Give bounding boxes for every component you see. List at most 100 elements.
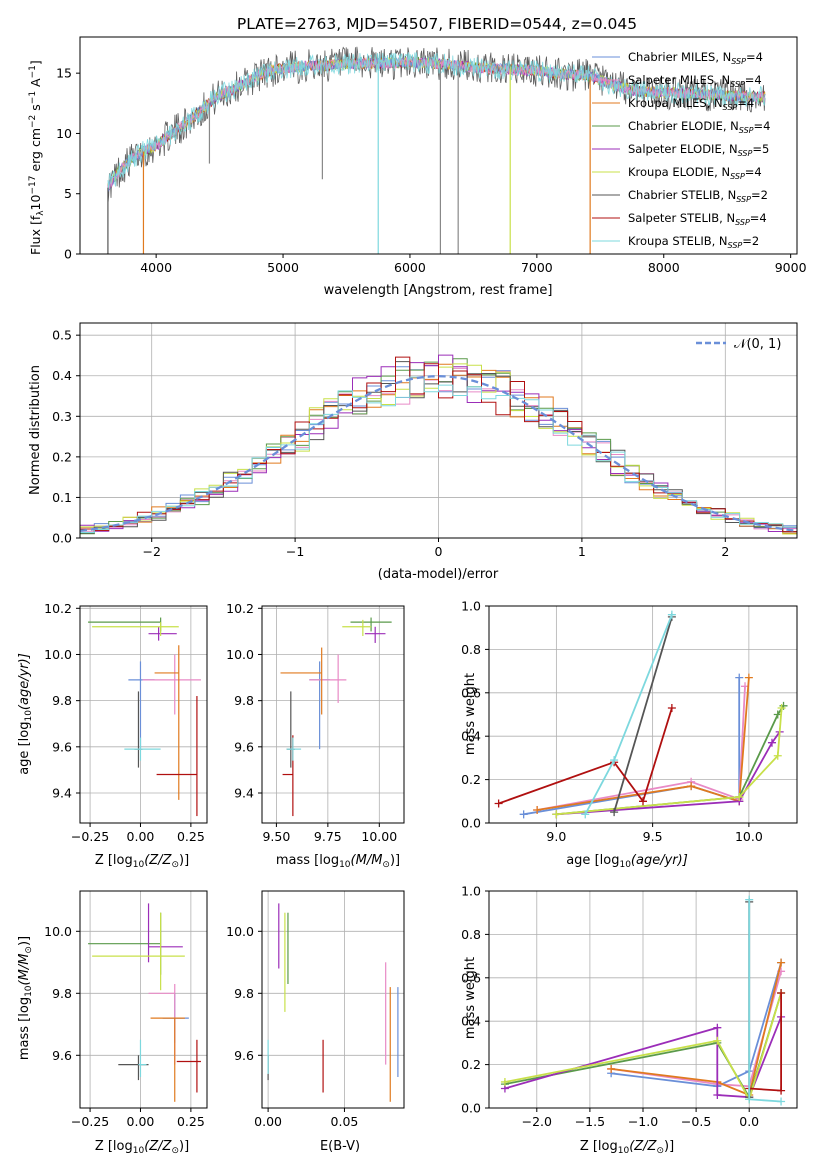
x-tick-label: 0.00 [127, 829, 155, 844]
series-marker [494, 799, 503, 808]
y-tick-label: 9.6 [234, 739, 254, 754]
y-tick-label: 1.0 [461, 599, 481, 614]
y-tick-label: 9.6 [234, 1048, 254, 1063]
weight-vs-z-panel: −2.0 −1.5 −1.0 −0.5 0.0 0.0 0.2 0.4 0.6 0.8 1.0 [461, 884, 798, 1129]
x-tick-label: 2 [721, 544, 729, 559]
age-vs-mass-xlabel: mass [log10(M/M⊙)] [276, 853, 400, 870]
series-marker [735, 673, 744, 682]
histogram-step [80, 376, 797, 533]
series-line [536, 677, 750, 811]
y-tick-label: 0 [64, 247, 72, 262]
x-tick-label: 0.0 [739, 1114, 759, 1129]
y-tick-label: 0.0 [461, 1101, 481, 1116]
legend-label: Salpeter MILES, NSSP=4 [628, 73, 762, 89]
spectrum-axes-frame [79, 36, 798, 255]
y-tick-label: 10.0 [44, 647, 72, 662]
x-tick-label: 9.75 [314, 829, 342, 844]
x-tick-label: 9.50 [262, 829, 290, 844]
y-tick-label: 9.8 [234, 986, 254, 1001]
y-tick-label: 5 [64, 186, 72, 201]
series-marker [667, 610, 676, 619]
x-tick-label: 4000 [140, 260, 172, 275]
y-tick-label: 10.2 [44, 601, 72, 616]
legend-label: Chabrier ELODIE, NSSP=4 [628, 119, 770, 135]
y-tick-label: 9.8 [234, 693, 254, 708]
age-vs-z-xlabel: Z [log10(Z/Z⊙)] [95, 853, 189, 870]
weight-vs-age-ylabel: mass weight [463, 673, 478, 755]
spectrum-lines [107, 46, 766, 254]
y-tick-label: 10.2 [226, 601, 254, 616]
x-tick-label: 1 [578, 544, 586, 559]
figure-title: PLATE=2763, MJD=54507, FIBERID=0544, z=0… [237, 15, 637, 33]
y-tick-label: 0.2 [52, 449, 72, 464]
y-tick-label: 0.4 [52, 368, 72, 383]
y-tick-label: 0.3 [52, 409, 72, 424]
series-marker [777, 988, 786, 997]
series-line [556, 705, 785, 816]
y-tick-label: 0.0 [52, 531, 72, 546]
x-tick-label: 0.25 [177, 1114, 205, 1129]
y-tick-label: 0.6 [461, 685, 481, 700]
series-marker [610, 756, 619, 765]
series-marker [607, 1064, 616, 1073]
x-tick-label: −0.25 [71, 1114, 109, 1129]
series-marker [773, 751, 782, 760]
weight-vs-z-xlabel: Z [log10(Z/Z⊙)] [580, 1139, 674, 1156]
y-tick-label: 0.1 [52, 490, 72, 505]
mass-vs-z-xlabel: Z [log10(Z/Z⊙)] [95, 1139, 189, 1156]
series-marker [667, 703, 676, 712]
x-tick-label: 10.0 [735, 829, 763, 844]
spectrum-ylabel: Flux [fλ10−17 erg cm−2 s−1 A−1] [28, 60, 46, 255]
y-tick-label: 9.8 [52, 986, 72, 1001]
y-tick-label: 10.0 [226, 924, 254, 939]
x-tick-label: 0.05 [331, 1114, 359, 1129]
series-line [556, 731, 781, 816]
weight-vs-age-xlabel: age [log10(age/yr)] [566, 853, 688, 870]
series-marker [713, 1036, 722, 1045]
y-tick-label: 0.0 [461, 816, 481, 831]
series-marker [610, 808, 619, 817]
weight-vs-age-panel: 9.0 9.5 10.0 0.0 0.2 0.4 0.6 0.8 1.0 [461, 599, 798, 844]
x-tick-label: 7000 [521, 260, 553, 275]
normal-curve [79, 375, 798, 533]
x-tick-label: 0.00 [127, 1114, 155, 1129]
x-tick-label: −2.0 [522, 1114, 552, 1129]
series-line [610, 962, 782, 1097]
series-marker [500, 1077, 509, 1086]
spectrum-xlabel: wavelength [Angstrom, rest frame] [324, 283, 553, 298]
series-line [610, 962, 782, 1088]
axes-frame [79, 890, 208, 1109]
series-line [556, 707, 783, 816]
weight-vs-z-ylabel: mass weight [463, 957, 478, 1039]
y-tick-label: 10.0 [44, 924, 72, 939]
histogram-ticks: −2 −1 0 1 2 0.0 0.1 0.2 0.3 0.4 0.5 [52, 328, 729, 559]
legend-label: Kroupa MILES, NSSP=4 [628, 96, 754, 112]
series-marker [745, 1095, 754, 1104]
histogram-ylabel: Normed distribution [28, 365, 43, 495]
y-tick-label: 0.8 [461, 927, 481, 942]
x-tick-label: −0.5 [681, 1114, 711, 1129]
y-tick-label: 0.4 [461, 1014, 481, 1029]
x-tick-label: 6000 [394, 260, 426, 275]
axes-frame [261, 605, 405, 824]
x-tick-label: 9.5 [643, 829, 663, 844]
legend-label: Kroupa STELIB, NSSP=2 [628, 234, 759, 250]
series-line [613, 616, 673, 813]
x-tick-label: 9.0 [546, 829, 566, 844]
mass-vs-ebv-xlabel: E(B-V) [320, 1139, 360, 1154]
x-tick-label: 0 [435, 544, 443, 559]
y-tick-label: 0.6 [461, 970, 481, 985]
series-marker [777, 1086, 786, 1095]
axes-frame [261, 890, 405, 1109]
series-line [536, 686, 746, 811]
legend-label: Kroupa ELODIE, NSSP=4 [628, 165, 762, 181]
series-marker [687, 782, 696, 791]
spectrum-legend: Chabrier MILES, NSSP=4 Salpeter MILES, NS… [592, 50, 770, 250]
y-tick-label: 10 [56, 126, 72, 141]
x-tick-label: 9000 [775, 260, 807, 275]
x-tick-label: 0.25 [177, 829, 205, 844]
x-tick-label: 0.00 [254, 1114, 282, 1129]
y-tick-label: 1.0 [461, 884, 481, 899]
legend-label: Salpeter ELODIE, NSSP=5 [628, 142, 769, 158]
age-vs-z-ylabel: age [log10(age/yr)] [17, 653, 34, 775]
